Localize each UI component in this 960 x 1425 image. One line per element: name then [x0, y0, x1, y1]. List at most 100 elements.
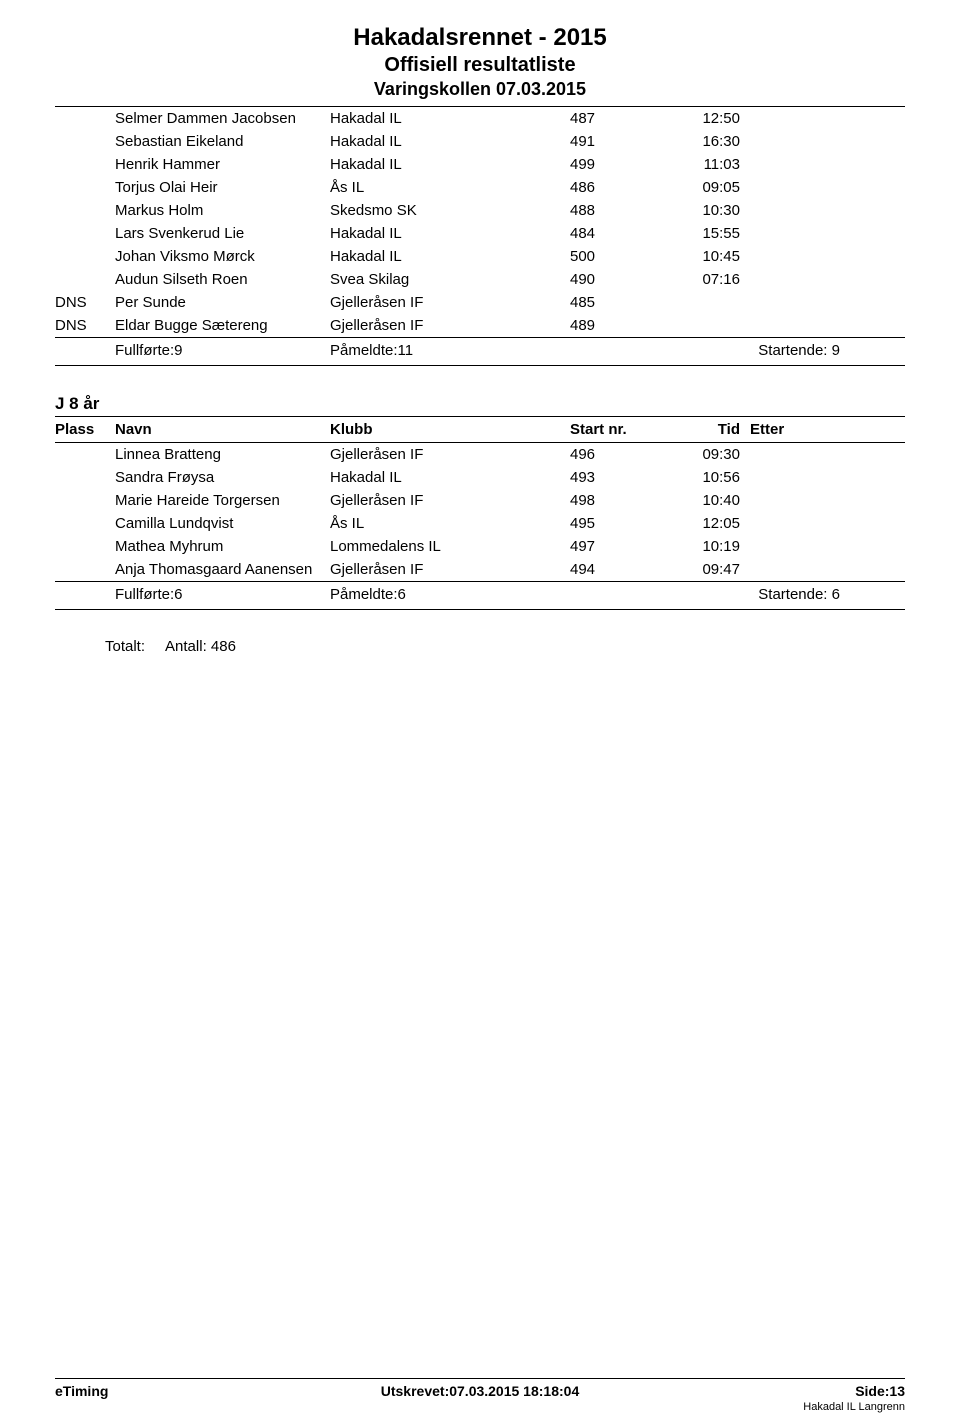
cell-plass: DNS — [55, 294, 115, 311]
cell-plass — [55, 133, 115, 150]
footer-mid: Utskrevet:07.03.2015 18:18:04 — [338, 1383, 621, 1399]
cell-startnr: 500 — [530, 248, 650, 265]
page-footer: eTiming Utskrevet:07.03.2015 18:18:04 Si… — [55, 1378, 905, 1413]
col-klubb: Klubb — [330, 421, 530, 438]
table-row: Sebastian EikelandHakadal IL49116:30 — [55, 130, 905, 153]
cell-plass: DNS — [55, 317, 115, 334]
cell-tid: 10:19 — [650, 538, 750, 555]
cell-tid: 10:45 — [650, 248, 750, 265]
cell-navn: Johan Viksmo Mørck — [115, 248, 330, 265]
category-heading: J 8 år — [55, 394, 905, 414]
table-row: Johan Viksmo MørckHakadal IL50010:45 — [55, 245, 905, 268]
total-label: Totalt: — [105, 638, 145, 655]
cell-etter — [750, 469, 810, 486]
summary-startende: Startende: 6 — [530, 586, 850, 603]
cell-plass — [55, 446, 115, 463]
table-row: Markus HolmSkedsmo SK48810:30 — [55, 199, 905, 222]
cell-etter — [750, 492, 810, 509]
cell-etter — [750, 248, 810, 265]
col-startnr: Start nr. — [530, 421, 650, 438]
cell-etter — [750, 317, 810, 334]
cell-tid: 12:50 — [650, 110, 750, 127]
table-row: Mathea MyhrumLommedalens IL49710:19 — [55, 535, 905, 558]
cell-etter — [750, 202, 810, 219]
cell-klubb: Gjelleråsen IF — [330, 294, 530, 311]
table-row: DNSEldar Bugge SæterengGjelleråsen IF489 — [55, 314, 905, 337]
cell-klubb: Hakadal IL — [330, 469, 530, 486]
table-row: Selmer Dammen JacobsenHakadal IL48712:50 — [55, 107, 905, 130]
divider — [55, 609, 905, 610]
summary-fullforte: Fullførte:6 — [115, 586, 330, 603]
cell-navn: Linnea Bratteng — [115, 446, 330, 463]
cell-tid: 10:30 — [650, 202, 750, 219]
summary-row: Fullførte:9 Påmeldte:11 Startende: 9 — [55, 338, 905, 365]
footer-small: Hakadal IL Langrenn — [55, 1401, 905, 1413]
cell-startnr: 491 — [530, 133, 650, 150]
table-row: Camilla LundqvistÅs IL49512:05 — [55, 512, 905, 535]
cell-klubb: Hakadal IL — [330, 156, 530, 173]
cell-tid — [650, 294, 750, 311]
cell-navn: Marie Hareide Torgersen — [115, 492, 330, 509]
cell-etter — [750, 133, 810, 150]
cell-startnr: 498 — [530, 492, 650, 509]
cell-navn: Sandra Frøysa — [115, 469, 330, 486]
cell-klubb: Lommedalens IL — [330, 538, 530, 555]
cell-startnr: 486 — [530, 179, 650, 196]
cell-startnr: 487 — [530, 110, 650, 127]
cell-etter — [750, 179, 810, 196]
cell-plass — [55, 515, 115, 532]
cell-etter — [750, 110, 810, 127]
cell-klubb: Gjelleråsen IF — [330, 561, 530, 578]
col-tid: Tid — [650, 421, 750, 438]
cell-startnr: 497 — [530, 538, 650, 555]
table-row: Audun Silseth RoenSvea Skilag49007:16 — [55, 268, 905, 291]
page-title-sub: Offisiell resultatliste — [55, 54, 905, 77]
table-row: Linnea BrattengGjelleråsen IF49609:30 — [55, 443, 905, 466]
cell-etter — [750, 271, 810, 288]
page-title-main: Hakadalsrennet - 2015 — [55, 24, 905, 52]
cell-startnr: 490 — [530, 271, 650, 288]
cell-navn: Sebastian Eikeland — [115, 133, 330, 150]
footer-left: eTiming — [55, 1383, 338, 1399]
total-value: Antall: 486 — [165, 638, 236, 655]
cell-plass — [55, 538, 115, 555]
cell-startnr: 493 — [530, 469, 650, 486]
table-row: Marie Hareide TorgersenGjelleråsen IF498… — [55, 489, 905, 512]
cell-navn: Henrik Hammer — [115, 156, 330, 173]
footer-right: Side:13 — [622, 1383, 905, 1399]
cell-tid: 16:30 — [650, 133, 750, 150]
cell-tid: 12:05 — [650, 515, 750, 532]
table-row: Torjus Olai HeirÅs IL48609:05 — [55, 176, 905, 199]
cell-navn: Anja Thomasgaard Aanensen — [115, 561, 330, 578]
cell-plass — [55, 248, 115, 265]
cell-etter — [750, 515, 810, 532]
cell-navn: Camilla Lundqvist — [115, 515, 330, 532]
summary-pameldte: Påmeldte:11 — [330, 342, 530, 359]
cell-tid: 10:56 — [650, 469, 750, 486]
results-section-2: Linnea BrattengGjelleråsen IF49609:30San… — [55, 443, 905, 581]
cell-tid: 07:16 — [650, 271, 750, 288]
cell-etter — [750, 294, 810, 311]
cell-tid: 15:55 — [650, 225, 750, 242]
cell-klubb: Hakadal IL — [330, 133, 530, 150]
col-plass: Plass — [55, 421, 115, 438]
cell-klubb: Skedsmo SK — [330, 202, 530, 219]
table-row: Henrik HammerHakadal IL49911:03 — [55, 153, 905, 176]
table-row: Sandra FrøysaHakadal IL49310:56 — [55, 466, 905, 489]
cell-klubb: Gjelleråsen IF — [330, 317, 530, 334]
cell-etter — [750, 156, 810, 173]
table-row: Anja Thomasgaard AanensenGjelleråsen IF4… — [55, 558, 905, 581]
cell-etter — [750, 225, 810, 242]
cell-tid: 09:05 — [650, 179, 750, 196]
cell-plass — [55, 492, 115, 509]
cell-klubb: Ås IL — [330, 179, 530, 196]
cell-klubb: Ås IL — [330, 515, 530, 532]
cell-plass — [55, 110, 115, 127]
total-line: Totalt: Antall: 486 — [55, 638, 905, 655]
cell-navn: Markus Holm — [115, 202, 330, 219]
cell-navn: Mathea Myhrum — [115, 538, 330, 555]
summary-pameldte: Påmeldte:6 — [330, 586, 530, 603]
cell-tid: 09:47 — [650, 561, 750, 578]
cell-etter — [750, 446, 810, 463]
cell-startnr: 494 — [530, 561, 650, 578]
